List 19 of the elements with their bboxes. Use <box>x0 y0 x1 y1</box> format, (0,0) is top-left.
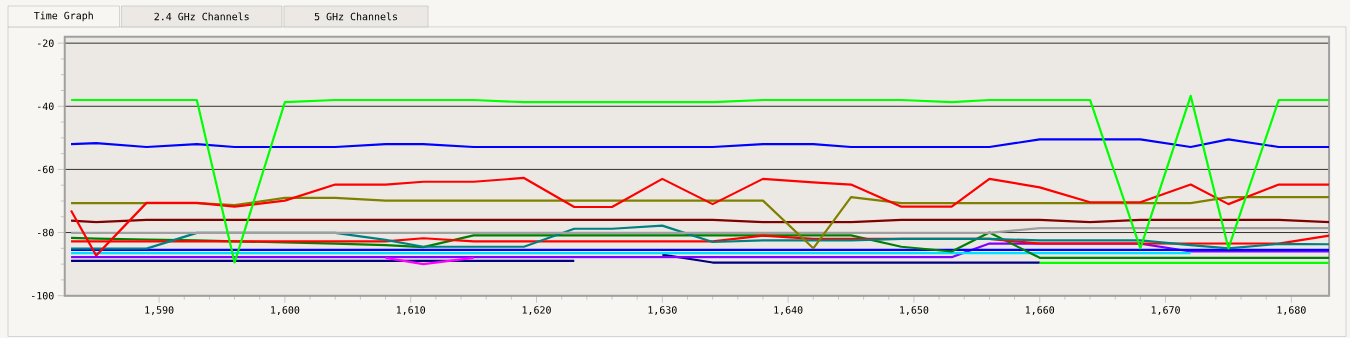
x-tick-label: 1,680 <box>1277 305 1306 315</box>
text: 5 GHz Channels <box>314 12 398 21</box>
y-tick-label: -80 <box>38 228 54 237</box>
x-tick-label: 1,590 <box>145 305 174 315</box>
y-tick-label: -20 <box>38 39 54 47</box>
text: Time Graph <box>34 11 93 22</box>
x-tick-label: 1,620 <box>522 305 551 315</box>
line-series <box>69 176 1330 257</box>
y-tick-label: -40 <box>38 102 54 110</box>
x-tick-label: 1,650 <box>900 305 929 315</box>
text: 2.4 GHz Channels <box>154 12 249 21</box>
x-tick-label: 1,640 <box>774 305 803 315</box>
x-tick-label: 1,660 <box>1025 305 1055 315</box>
x-tick-label: 1,630 <box>648 305 677 315</box>
y-tick-label: -60 <box>38 165 54 173</box>
x-tick-label: 1,670 <box>1151 305 1180 315</box>
x-tick-label: 1,610 <box>396 305 426 315</box>
x-tick-label: 1,600 <box>271 305 300 315</box>
y-tick-label: -100 <box>32 291 54 300</box>
